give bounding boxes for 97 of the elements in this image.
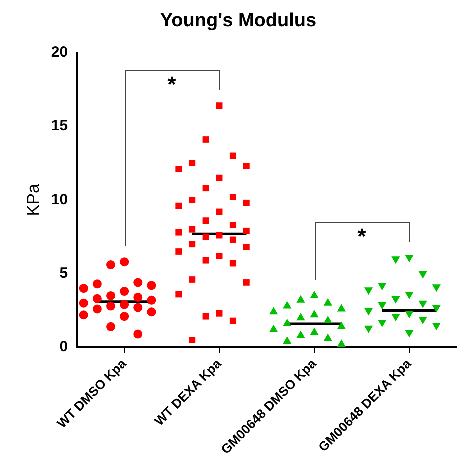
point bbox=[337, 304, 346, 312]
point bbox=[134, 278, 143, 288]
point bbox=[310, 328, 319, 336]
y-axis-title: KPa bbox=[24, 184, 43, 216]
point bbox=[283, 301, 292, 309]
point bbox=[378, 320, 387, 328]
chart-title: Young's Modulus bbox=[160, 10, 317, 32]
point bbox=[296, 313, 306, 321]
point bbox=[147, 308, 156, 317]
point bbox=[283, 336, 292, 344]
point bbox=[106, 302, 116, 311]
point bbox=[216, 310, 223, 317]
point bbox=[230, 260, 236, 267]
point bbox=[378, 283, 387, 291]
point bbox=[176, 291, 182, 298]
point bbox=[296, 295, 306, 303]
point bbox=[392, 314, 400, 322]
point bbox=[134, 292, 143, 302]
point bbox=[392, 296, 400, 304]
point bbox=[79, 310, 88, 320]
point bbox=[92, 280, 102, 289]
point bbox=[147, 296, 156, 305]
point bbox=[405, 292, 414, 300]
point bbox=[202, 313, 210, 320]
point bbox=[244, 244, 250, 251]
point bbox=[189, 196, 196, 204]
point bbox=[244, 280, 250, 286]
point bbox=[324, 316, 332, 324]
point bbox=[79, 284, 88, 294]
point bbox=[392, 256, 400, 264]
point bbox=[230, 194, 236, 200]
point bbox=[230, 222, 236, 228]
point bbox=[106, 322, 116, 332]
point bbox=[364, 288, 374, 296]
point bbox=[176, 248, 182, 255]
point bbox=[216, 174, 223, 182]
point bbox=[432, 284, 441, 292]
point bbox=[432, 305, 441, 313]
point bbox=[324, 334, 332, 342]
point bbox=[418, 317, 428, 325]
point bbox=[189, 276, 196, 283]
point bbox=[405, 255, 414, 263]
point bbox=[310, 310, 319, 318]
point bbox=[202, 257, 210, 264]
point bbox=[405, 330, 414, 338]
point bbox=[216, 102, 223, 110]
point bbox=[92, 304, 102, 314]
y-tick-label: 20 bbox=[51, 44, 68, 61]
point bbox=[176, 166, 182, 172]
point bbox=[134, 330, 143, 339]
point bbox=[106, 291, 116, 300]
y-tick-label: 10 bbox=[51, 191, 68, 208]
point bbox=[244, 228, 250, 234]
point bbox=[337, 340, 346, 348]
point bbox=[189, 241, 196, 248]
point bbox=[418, 271, 428, 279]
point bbox=[405, 311, 414, 319]
point bbox=[244, 200, 250, 206]
annotation: * bbox=[358, 224, 366, 250]
point bbox=[269, 307, 278, 315]
point bbox=[364, 326, 374, 334]
point bbox=[230, 236, 236, 244]
point bbox=[106, 260, 116, 270]
point bbox=[92, 294, 102, 304]
point bbox=[216, 252, 223, 260]
point bbox=[418, 300, 428, 308]
annotation: * bbox=[168, 72, 176, 98]
point bbox=[120, 300, 130, 310]
point bbox=[189, 160, 196, 167]
point bbox=[120, 312, 130, 322]
y-tick-label: 5 bbox=[60, 265, 68, 282]
point bbox=[364, 308, 374, 316]
point bbox=[79, 298, 88, 308]
point bbox=[134, 303, 143, 312]
y-tick-label: 0 bbox=[60, 338, 68, 356]
point bbox=[120, 258, 130, 267]
point bbox=[202, 185, 210, 192]
point bbox=[176, 229, 182, 236]
point bbox=[147, 281, 156, 290]
point bbox=[176, 202, 182, 210]
point bbox=[283, 318, 292, 326]
point bbox=[296, 330, 306, 338]
point bbox=[378, 302, 387, 310]
point bbox=[202, 136, 210, 143]
point bbox=[202, 218, 210, 224]
point bbox=[432, 322, 441, 330]
point bbox=[189, 226, 196, 233]
point bbox=[120, 287, 130, 296]
point bbox=[324, 298, 332, 306]
point bbox=[189, 337, 196, 344]
point bbox=[269, 324, 278, 332]
point bbox=[337, 322, 346, 330]
y-tick-label: 15 bbox=[51, 118, 68, 135]
point bbox=[230, 152, 236, 160]
point bbox=[230, 318, 236, 324]
point bbox=[244, 163, 250, 170]
point bbox=[310, 290, 319, 298]
